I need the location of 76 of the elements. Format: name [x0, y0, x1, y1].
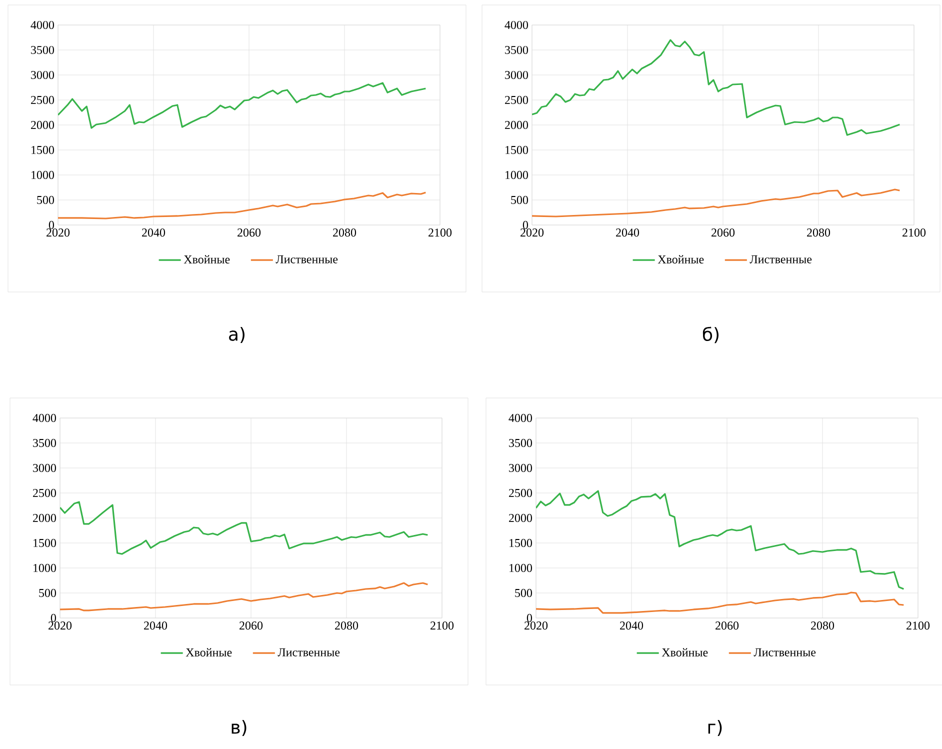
- y-tick-label: 4000: [508, 414, 532, 422]
- x-tick-label: 2060: [238, 228, 261, 237]
- y-tick-label: 4000: [32, 414, 56, 422]
- text: г): [708, 720, 722, 736]
- x-tick-label: 2080: [807, 228, 830, 237]
- y-tick-label: 0: [526, 614, 532, 622]
- y-tick-label: 2000: [33, 514, 56, 522]
- text: в): [232, 720, 246, 736]
- x-tick-label: 2060: [712, 228, 735, 237]
- line-series: [532, 188, 900, 218]
- x-tick-label: 2040: [616, 228, 640, 237]
- y-tick-label: 2000: [505, 120, 528, 130]
- x-tick-label: 2080: [335, 622, 358, 630]
- x-tick-label: 2100: [430, 622, 454, 630]
- legend-label: Лиственные: [750, 255, 812, 264]
- x-tick-label: 2020: [524, 622, 548, 630]
- y-tick-label: 1000: [506, 170, 528, 180]
- y-tick-label: 1000: [34, 564, 56, 572]
- x-tick-label: 2060: [716, 622, 739, 630]
- y-tick-label: 2000: [31, 120, 54, 130]
- y-tick-label: 3000: [31, 70, 54, 80]
- y-tick-label: 2500: [505, 96, 528, 104]
- y-tick-label: 1500: [510, 538, 532, 548]
- line-series: [532, 39, 900, 136]
- x-tick-label: 2100: [906, 622, 930, 630]
- x-tick-label: 2100: [428, 228, 452, 237]
- x-tick-label: 2080: [811, 622, 834, 630]
- y-tick-label: 3500: [509, 438, 532, 448]
- line-series: [58, 192, 426, 220]
- y-tick-label: 2500: [31, 96, 54, 104]
- y-tick-label: 3000: [33, 464, 56, 472]
- y-tick-label: 3000: [505, 70, 528, 80]
- x-tick-label: 2060: [240, 622, 263, 630]
- legend-label: Хвойные: [184, 255, 230, 264]
- line-series: [60, 582, 428, 612]
- y-tick-label: 4000: [30, 20, 54, 30]
- x-tick-label: 2040: [620, 622, 644, 630]
- y-tick-label: 500: [37, 196, 54, 204]
- y-tick-label: 1500: [34, 538, 56, 548]
- x-tick-label: 2100: [902, 228, 926, 237]
- y-tick-label: 1000: [32, 170, 54, 180]
- legend-label: Лиственные: [754, 648, 816, 656]
- y-tick-label: 3500: [31, 46, 54, 54]
- y-tick-label: 0: [48, 220, 54, 230]
- legend-label: Лиственные: [278, 648, 340, 656]
- line-series: [536, 592, 904, 614]
- line-series: [58, 82, 426, 129]
- y-tick-label: 500: [515, 588, 532, 598]
- y-tick-label: 3500: [33, 438, 56, 448]
- y-tick-label: 0: [50, 614, 56, 622]
- y-tick-label: 1500: [506, 146, 528, 154]
- y-tick-label: 2000: [509, 514, 532, 522]
- legend-label: Хвойные: [662, 648, 708, 657]
- line-series: [60, 501, 428, 555]
- x-tick-label: 2020: [520, 228, 544, 237]
- x-tick-label: 2020: [48, 622, 72, 630]
- legend-label: Лиственные: [276, 255, 338, 264]
- legend-label: Хвойные: [186, 648, 232, 657]
- y-tick-label: 4000: [504, 20, 528, 30]
- x-tick-label: 2080: [333, 228, 356, 237]
- y-tick-label: 500: [39, 588, 56, 598]
- y-tick-label: 2500: [509, 488, 532, 498]
- y-tick-label: 500: [511, 196, 528, 204]
- y-tick-label: 2500: [33, 488, 56, 498]
- y-tick-label: 1000: [510, 564, 532, 572]
- x-tick-label: 2020: [46, 228, 70, 237]
- y-tick-label: 3000: [509, 464, 532, 472]
- legend-label: Хвойные: [658, 255, 704, 264]
- y-tick-label: 0: [522, 220, 528, 230]
- text: а): [229, 326, 244, 343]
- text: б): [702, 326, 719, 344]
- x-tick-label: 2040: [142, 228, 166, 237]
- x-tick-label: 2040: [144, 622, 168, 630]
- line-series: [536, 490, 904, 590]
- y-tick-label: 3500: [505, 46, 528, 54]
- y-tick-label: 1500: [32, 146, 54, 154]
